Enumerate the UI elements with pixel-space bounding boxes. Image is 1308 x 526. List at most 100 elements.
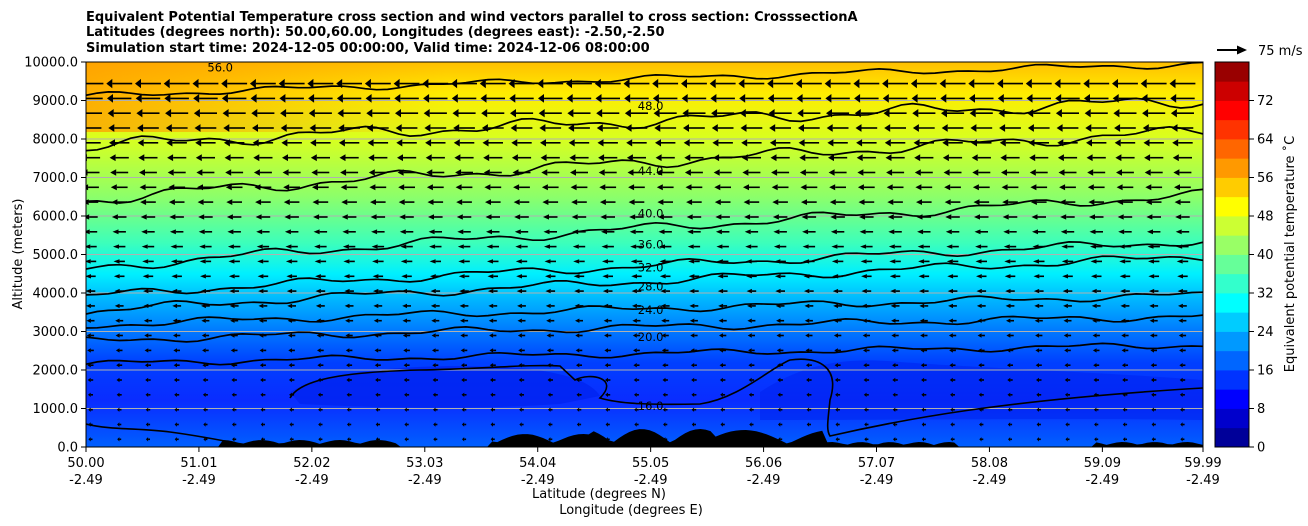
wind-vector-head (86, 199, 89, 205)
wind-vector-head (461, 377, 465, 383)
wind-vector-head (366, 109, 373, 118)
colorbar-segment (1215, 370, 1249, 390)
wind-vector-head (143, 303, 149, 309)
wind-vector-head (140, 214, 147, 220)
contour-label: 16.0 (638, 399, 664, 413)
wind-vector-head (978, 348, 982, 353)
wind-vector-head (883, 109, 890, 118)
wind-vector-head (944, 184, 951, 191)
wind-vector-head (1117, 199, 1124, 205)
wind-vector-head (86, 139, 87, 147)
wind-vector-head (312, 199, 319, 205)
colorbar-tick-label: 8 (1257, 402, 1265, 417)
x-tick-label-lon: -2.49 (408, 473, 442, 488)
wind-vector-head (662, 392, 666, 397)
wind-vector-head (771, 184, 778, 191)
wind-vector-head (634, 422, 637, 427)
wind-vector-head (1112, 78, 1118, 89)
wind-vector-head (978, 392, 982, 397)
wind-vector-head (171, 274, 178, 279)
wind-vector-head (655, 139, 661, 147)
terrain-fill (86, 429, 1203, 447)
wind-vector-head (746, 274, 752, 279)
wind-vector-head (1055, 109, 1062, 118)
wind-vector-head (289, 422, 292, 427)
wind-vector-head (142, 259, 149, 264)
wind-vector-head (919, 303, 925, 309)
wind-vector-head (1172, 139, 1179, 147)
wind-vector-head (943, 169, 950, 176)
wind-vector-head (286, 274, 293, 279)
contour-line (289, 358, 1203, 437)
wind-vector-head (454, 154, 461, 162)
wind-vector-head (720, 422, 723, 427)
wind-vector-head (260, 422, 264, 427)
wind-vector-head (115, 348, 120, 353)
contour-line (86, 291, 1203, 329)
wind-vector-head (255, 214, 262, 220)
wind-vector-head (403, 377, 407, 383)
wind-vector-head (288, 377, 292, 383)
wind-vector-head (659, 259, 666, 264)
wind-vector-head (748, 348, 752, 353)
wind-vector-head (575, 348, 580, 353)
wind-vector-head (715, 214, 722, 220)
wind-vector-head (863, 348, 867, 353)
wind-vector-head (426, 184, 433, 191)
wind-vector-head (971, 154, 978, 162)
wind-vector-head (369, 184, 376, 191)
wind-vector-head (859, 214, 866, 220)
wind-vector-head (691, 437, 695, 442)
wind-vector-head (546, 333, 551, 338)
wind-vector-head (948, 303, 953, 309)
contour-label: 36.0 (638, 237, 664, 251)
x-tick-label-lon: -2.49 (295, 473, 329, 488)
wind-vector-head (202, 363, 206, 368)
wind-vector-head (978, 363, 982, 368)
wind-vector-head (519, 407, 522, 412)
wind-vector-head (1180, 437, 1183, 442)
wind-vector-head (141, 244, 148, 249)
wind-vector-head (802, 244, 809, 249)
wind-vector-head (399, 214, 406, 220)
wind-vector-head (145, 377, 149, 383)
colorbar-segment (1215, 408, 1249, 429)
colorbar-segment (1215, 81, 1249, 101)
wind-vector-head (546, 318, 551, 323)
wind-vector-head (1036, 407, 1039, 412)
contour-line (86, 342, 1203, 366)
wind-vector-head (1027, 124, 1034, 132)
wind-vector-head (998, 109, 1005, 118)
wind-vector-head (1176, 259, 1183, 264)
wind-vector-head (375, 437, 378, 442)
wind-vector-head (317, 377, 321, 383)
wind-vector-head (490, 422, 493, 427)
wind-vector-head (455, 184, 462, 191)
wind-vector-head (284, 214, 291, 220)
wind-vector-head (828, 154, 834, 162)
wind-vector-head (1007, 407, 1011, 412)
wind-vector-head (771, 169, 778, 176)
wind-vector-head (570, 169, 576, 176)
wind-vector-head (1180, 422, 1183, 427)
wind-vector-head (87, 348, 91, 353)
wind-vector-head (479, 78, 486, 89)
wind-vector-head (911, 94, 918, 103)
wind-vector-head (681, 78, 687, 89)
wind-vector-head (893, 437, 896, 442)
wind-vector-head (1116, 184, 1123, 191)
wind-vector-head (657, 199, 664, 205)
wind-vector-head (318, 422, 321, 427)
wind-vector-head (1121, 363, 1126, 368)
wind-vector-head (1005, 303, 1011, 309)
wind-vector-head (78, 79, 84, 88)
wind-vector-head (86, 214, 90, 220)
wind-vector-head (310, 154, 317, 162)
wind-vector-head (194, 124, 201, 132)
wind-vector-head (891, 348, 896, 353)
wind-vector-head (623, 78, 630, 89)
wind-vector-head (402, 303, 407, 309)
wind-vector-head (404, 407, 407, 412)
wind-vector-head (713, 169, 720, 176)
